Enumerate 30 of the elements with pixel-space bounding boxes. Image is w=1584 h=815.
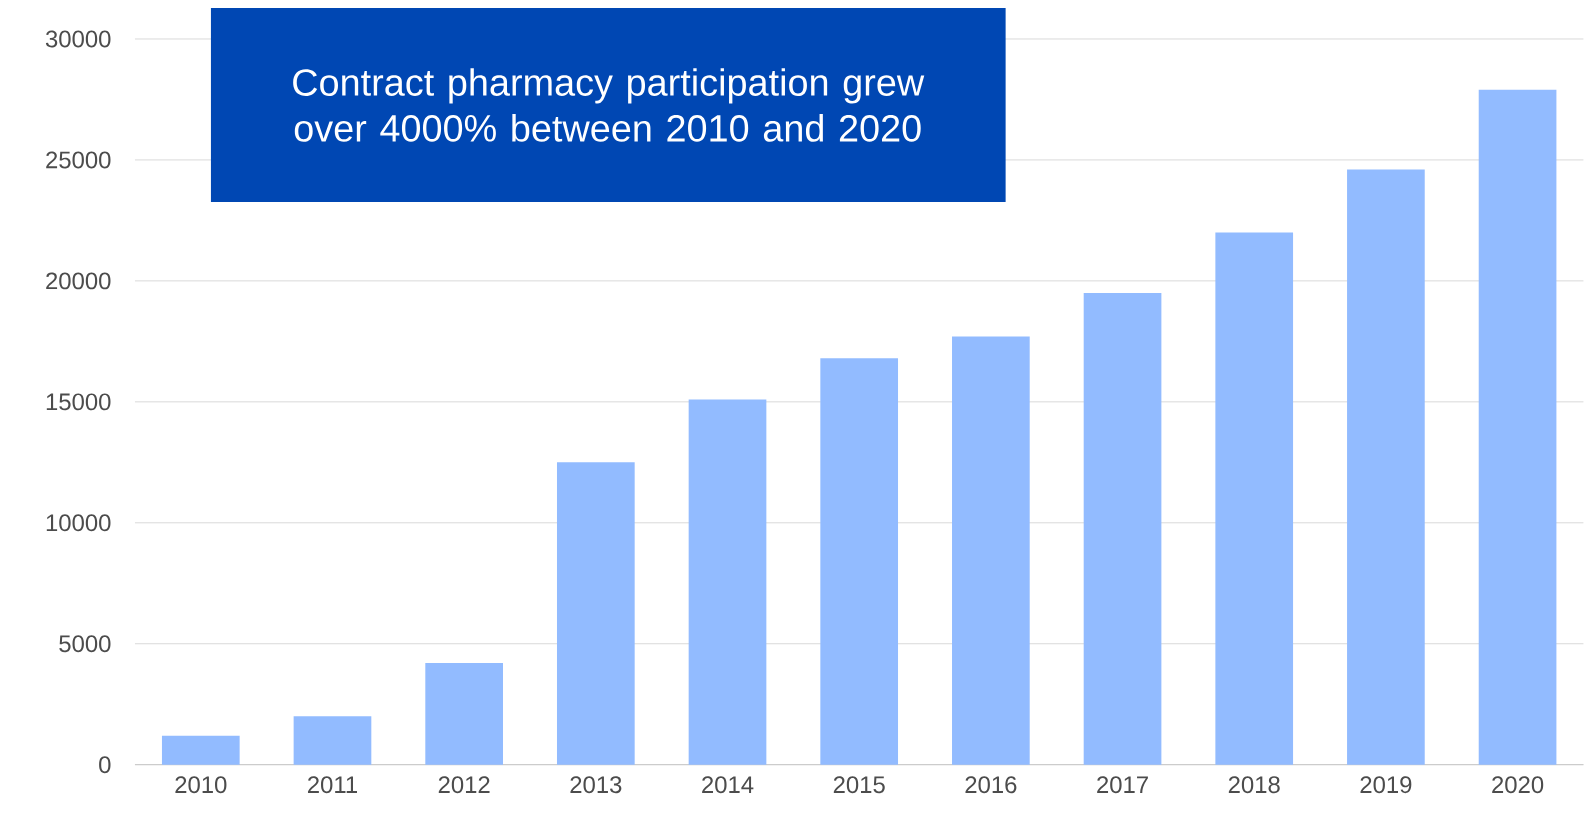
bar [820, 358, 899, 765]
x-tick-label: 2012 [438, 776, 490, 794]
bar [425, 663, 503, 765]
bar [293, 716, 372, 765]
bar [161, 735, 240, 765]
annotation: Contract pharmacy participation grew over 4000% between 2010 and 2020 [293, 68, 925, 142]
bar [688, 399, 767, 765]
x-tick-label: 2019 [1360, 776, 1412, 794]
bar [1347, 169, 1425, 765]
bar [1083, 293, 1162, 765]
y-tick-label: 30000 [45, 30, 111, 48]
y-tick-label: 10000 [46, 514, 111, 532]
x-tick-label: 2018 [1228, 776, 1280, 794]
x-tick-label: 2013 [570, 776, 622, 794]
y-tick-label: 20000 [46, 272, 111, 290]
y-tick-label: 5000 [59, 635, 111, 653]
bar [952, 336, 1030, 765]
y-tick-label: 0 [99, 756, 111, 774]
x-tick-label: 2014 [702, 776, 754, 794]
x-tick-label: 2015 [833, 776, 885, 794]
x-tick-label: 2017 [1097, 776, 1148, 794]
x-tick-label: 2020 [1492, 776, 1544, 794]
bar [1478, 89, 1557, 765]
x-tick-label: 2010 [175, 776, 227, 794]
y-tick-label: 15000 [46, 393, 111, 411]
x-tick-label: 2011 [307, 776, 357, 794]
bar [1215, 232, 1294, 765]
x-tick-label: 2016 [965, 776, 1017, 794]
y-tick-label: 25000 [46, 151, 111, 169]
bar [556, 462, 635, 765]
